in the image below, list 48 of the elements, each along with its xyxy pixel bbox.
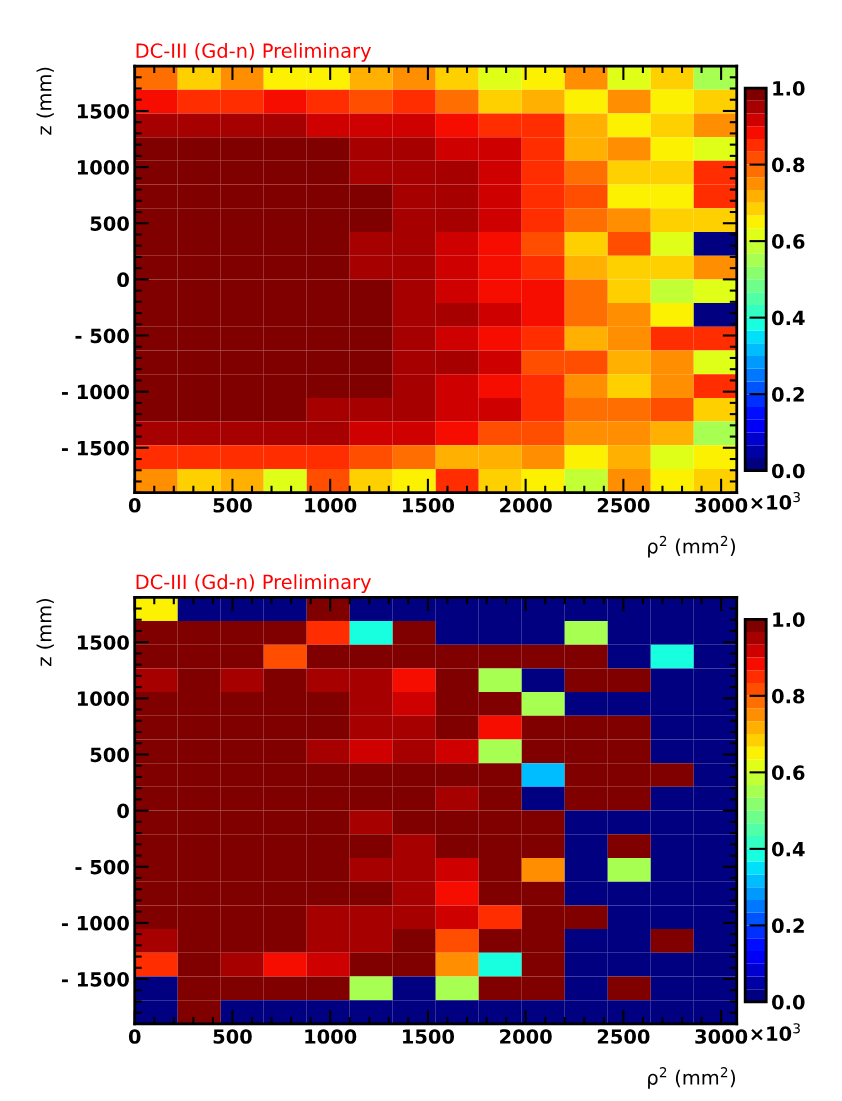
y-tick-label: - 1500	[61, 440, 129, 456]
y-tick-label: - 1000	[61, 915, 129, 931]
color-bar-label: 0.6	[772, 234, 805, 249]
y-tick-label: - 500	[75, 328, 129, 344]
x-tick-label: 1000	[305, 497, 357, 513]
y-tick-label: 1000	[77, 691, 129, 706]
x-tick-label: 500	[213, 497, 252, 513]
y-tick-label: - 500	[75, 859, 129, 875]
x-tick-label: 3000	[695, 497, 748, 513]
x-tick-label: 2500	[597, 497, 650, 513]
color-bar-label: 0.2	[772, 387, 804, 402]
x-tick-label: 0	[128, 1029, 141, 1044]
y-axis-title: z (mm)	[36, 67, 54, 135]
color-bar-label: 1.0	[773, 612, 805, 627]
y-tick-label: 0	[117, 803, 129, 819]
color-bar-label: 0.0	[772, 994, 805, 1010]
y-axis-title: z (mm)	[36, 598, 54, 666]
x-tick-label: 2000	[500, 1029, 552, 1044]
x-tick-label: 500	[213, 1029, 252, 1044]
x-tick-label: 1500	[403, 1029, 455, 1044]
chart-title: DC-III (Gd-n) Preliminary	[136, 574, 371, 593]
color-bar-label: 0.4	[772, 841, 805, 857]
y-tick-label: - 1500	[61, 971, 129, 987]
color-bar-label: 1.0	[773, 81, 805, 96]
color-bar-label: 0.0	[772, 463, 805, 479]
color-bar-label: 0.2	[772, 918, 804, 934]
x-axis-title: ρ$^{2}$ (mm$^{2}$)	[648, 535, 735, 558]
text: ×10$^{3}$	[751, 1023, 800, 1041]
x-tick-label: 1000	[305, 1029, 357, 1044]
color-bar-label: 0.4	[772, 310, 805, 326]
y-tick-label: 1500	[77, 103, 129, 119]
y-tick-label: 1500	[77, 635, 129, 650]
color-bar-label: 0.6	[772, 765, 805, 781]
x-axis-title: ρ$^{2}$ (mm$^{2}$)	[648, 1067, 735, 1089]
x-tick-label: 2500	[597, 1029, 650, 1044]
y-tick-label: 0	[117, 272, 129, 288]
x-tick-label: 3000	[695, 1029, 748, 1044]
x-tick-label: 0	[128, 497, 141, 513]
x-tick-label: 2000	[500, 497, 552, 513]
color-bar-label: 0.8	[772, 157, 805, 173]
y-tick-label: 1000	[77, 160, 129, 175]
x-tick-label: 1500	[403, 497, 455, 513]
y-tick-label: 500	[90, 747, 129, 763]
y-tick-label: - 1000	[61, 384, 129, 400]
text: ×10$^{3}$	[751, 491, 800, 510]
color-bar-label: 0.8	[772, 688, 805, 704]
y-tick-label: 500	[90, 216, 129, 231]
chart-title: DC-III (Gd-n) Preliminary	[136, 42, 371, 62]
